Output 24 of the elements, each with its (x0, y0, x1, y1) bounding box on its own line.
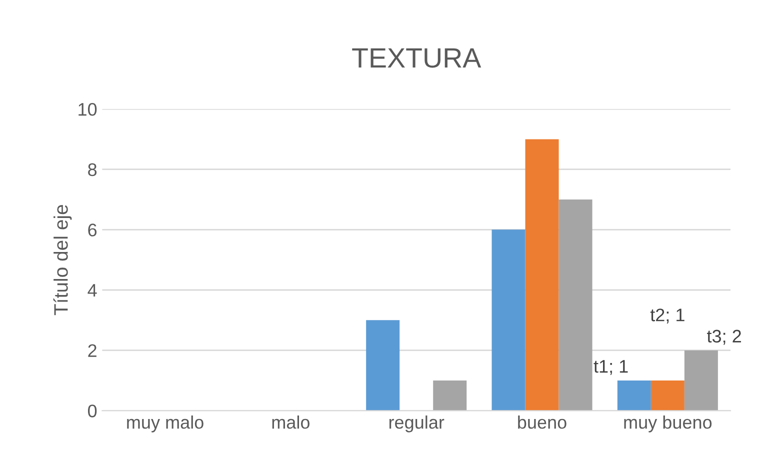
y-tick-label: 8 (88, 163, 97, 176)
y-tick-label: 4 (88, 284, 97, 297)
x-tick-label: bueno (518, 416, 566, 429)
bar (558, 200, 592, 411)
y-tick-label: 6 (88, 224, 97, 236)
data-label: t2; 1 (650, 308, 684, 324)
x-tick-label: malo (272, 416, 310, 429)
y-tick-label: 10 (78, 102, 97, 116)
x-tick-label: muy malo (127, 416, 204, 432)
bar (617, 380, 651, 411)
bar (650, 380, 684, 411)
y-axis-title: Título del eje (53, 205, 72, 316)
y-tick-label: 0 (88, 404, 97, 418)
data-label: t3; 2 (707, 330, 741, 345)
y-tick-label: 2 (88, 344, 96, 357)
bar (433, 380, 467, 411)
bar (492, 230, 526, 411)
chart-title: TEXTURA (352, 48, 482, 68)
data-label: t1; 1 (594, 360, 628, 375)
bar (525, 139, 559, 411)
x-tick-label: muy bueno (624, 416, 712, 432)
x-tick-label: regular (389, 416, 444, 432)
bar (684, 350, 718, 411)
bar (366, 320, 400, 411)
